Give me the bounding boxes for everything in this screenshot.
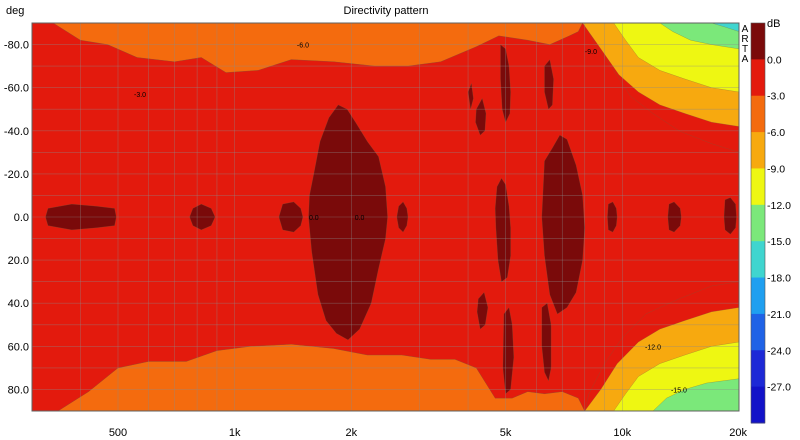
- colorbar-tick-label: -27.0: [767, 382, 791, 394]
- colorbar-swatch: [751, 204, 765, 242]
- plot-area: -6.0 -3.0 -9.0 0.0 0.0 -12.0 -15.0: [31, 22, 740, 412]
- contour-label: 0.0: [309, 215, 319, 222]
- contour-region: [541, 302, 552, 382]
- contour-label: -6.0: [297, 43, 309, 50]
- colorbar-swatch: [751, 350, 765, 388]
- x-tick-label: 10k: [613, 427, 631, 439]
- colorbar-tick-label: -21.0: [767, 309, 791, 321]
- colorbar-swatch: [751, 386, 765, 424]
- colorbar-frame: [750, 22, 766, 424]
- colorbar-swatch: [751, 313, 765, 351]
- y-tick-label: -40.0: [4, 126, 29, 138]
- colorbar-tick-label: -6.0: [767, 127, 785, 139]
- colorbar-tick-label: -24.0: [767, 345, 791, 357]
- y-tick-label: -60.0: [4, 83, 29, 95]
- x-tick-label: 2k: [346, 427, 358, 439]
- contour-region: [544, 59, 554, 110]
- x-axis-ticks: 500 1k 2k 5k 10k 20k: [109, 427, 748, 439]
- arta-brand-letter: A: [742, 24, 749, 35]
- colorbar-tick-label: -18.0: [767, 273, 791, 285]
- colorbar-swatch: [751, 241, 765, 279]
- y-tick-label: -20.0: [4, 169, 29, 181]
- arta-brand-letter: R: [741, 34, 748, 45]
- colorbar-tick-label: -15.0: [767, 236, 791, 248]
- contour-region: [494, 177, 511, 283]
- y-axis-label: deg: [6, 5, 24, 17]
- colorbar-swatch: [751, 132, 765, 169]
- y-tick-label: 40.0: [8, 298, 29, 310]
- contour-region: [723, 197, 737, 235]
- y-tick-label: 20.0: [8, 255, 29, 267]
- contour-label: -3.0: [134, 92, 146, 99]
- colorbar-swatch: [751, 23, 765, 60]
- colorbar-unit-label: dB: [767, 18, 780, 30]
- colorbar-tick-label: 0.0: [767, 54, 782, 66]
- y-tick-label: 0.0: [14, 212, 29, 224]
- x-tick-label: 20k: [729, 427, 747, 439]
- contour-region: [308, 104, 388, 341]
- colorbar-swatch: [751, 277, 765, 315]
- colorbar-tick-label: -9.0: [767, 163, 785, 175]
- arta-brand-letter: A: [742, 54, 749, 65]
- contour-label: -15.0: [671, 387, 687, 394]
- x-tick-label: 1k: [229, 427, 241, 439]
- x-tick-label: 500: [109, 427, 127, 439]
- plot-frame: [31, 22, 740, 412]
- contour-label: -12.0: [645, 344, 661, 351]
- colorbar-tick-label: -3.0: [767, 91, 785, 103]
- colorbar-tick-label: -12.0: [767, 200, 791, 212]
- colorbar: 0.0 -3.0 -6.0 -9.0 -12.0 -15.0 -18.0 -21.0 -24.0…: [741, 22, 791, 424]
- colorbar-swatch: [751, 168, 765, 206]
- contour-label: 0.0: [355, 215, 365, 222]
- x-tick-label: 5k: [500, 427, 512, 439]
- contour-label: -9.0: [585, 49, 597, 56]
- colorbar-swatch: [751, 59, 765, 97]
- y-tick-label: 80.0: [8, 384, 29, 396]
- y-tick-label: 60.0: [8, 341, 29, 353]
- y-tick-label: -80.0: [4, 40, 29, 52]
- colorbar-swatch: [751, 95, 765, 133]
- y-axis-ticks: -80.0 -60.0 -40.0 -20.0 0.0 20.0 40.0 60.0 80.0: [4, 40, 29, 397]
- chart-title: Directivity pattern: [344, 5, 429, 17]
- arta-brand-letter: T: [742, 44, 748, 55]
- contour-region: [467, 83, 474, 110]
